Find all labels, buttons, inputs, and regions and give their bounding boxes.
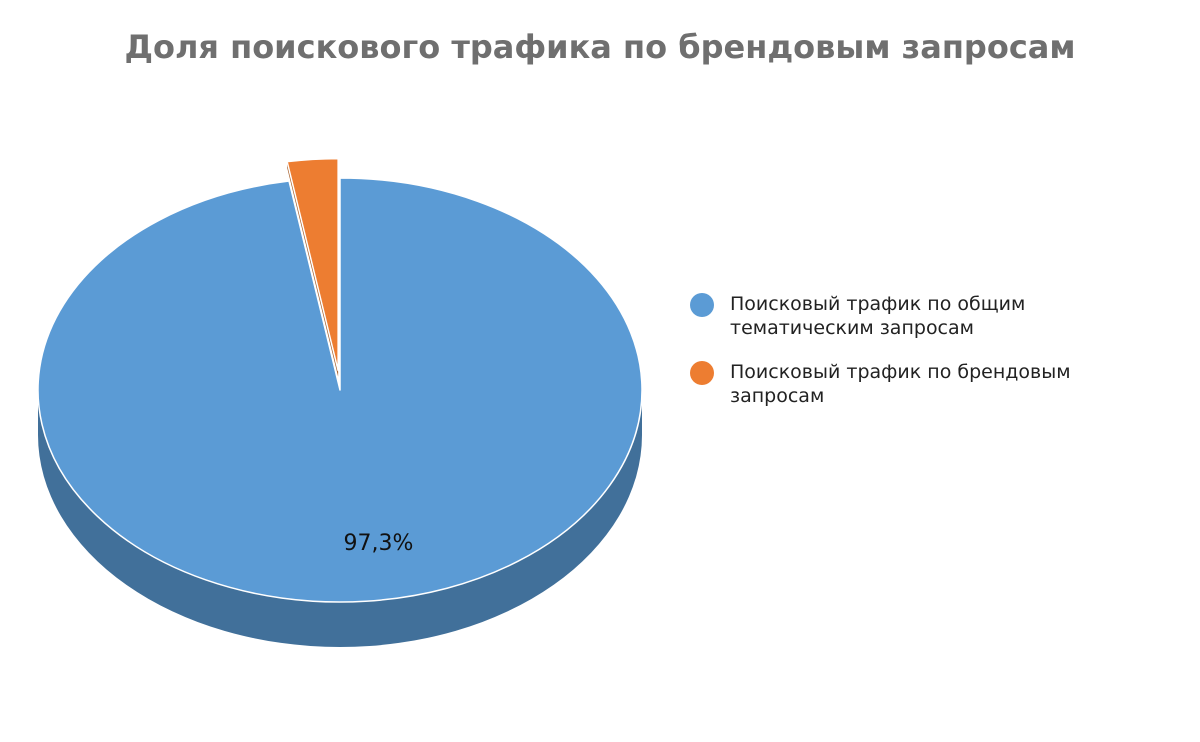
chart-title: Доля поискового трафика по брендовым зап…: [124, 28, 1076, 66]
pie-tops: [37, 157, 643, 603]
legend-item-brand[interactable]: Поисковый трафик по брендовым запросам: [690, 360, 1110, 408]
data-label-0: 97,3%: [343, 531, 413, 556]
legend-marker-general: [690, 293, 714, 317]
pie-labels: 97,3%: [343, 531, 413, 556]
pie-side-0: [38, 390, 642, 647]
legend: Поисковый трафик по общим тематическим з…: [690, 292, 1110, 428]
legend-item-general[interactable]: Поисковый трафик по общим тематическим з…: [690, 292, 1110, 340]
pie-slice-0[interactable]: [37, 177, 643, 603]
pie-slice-1[interactable]: [286, 157, 339, 372]
legend-marker-brand: [690, 361, 714, 385]
legend-label-brand: Поисковый трафик по брендовым запросам: [730, 361, 1071, 407]
legend-label-general: Поисковый трафик по общим тематическим з…: [730, 293, 1026, 339]
